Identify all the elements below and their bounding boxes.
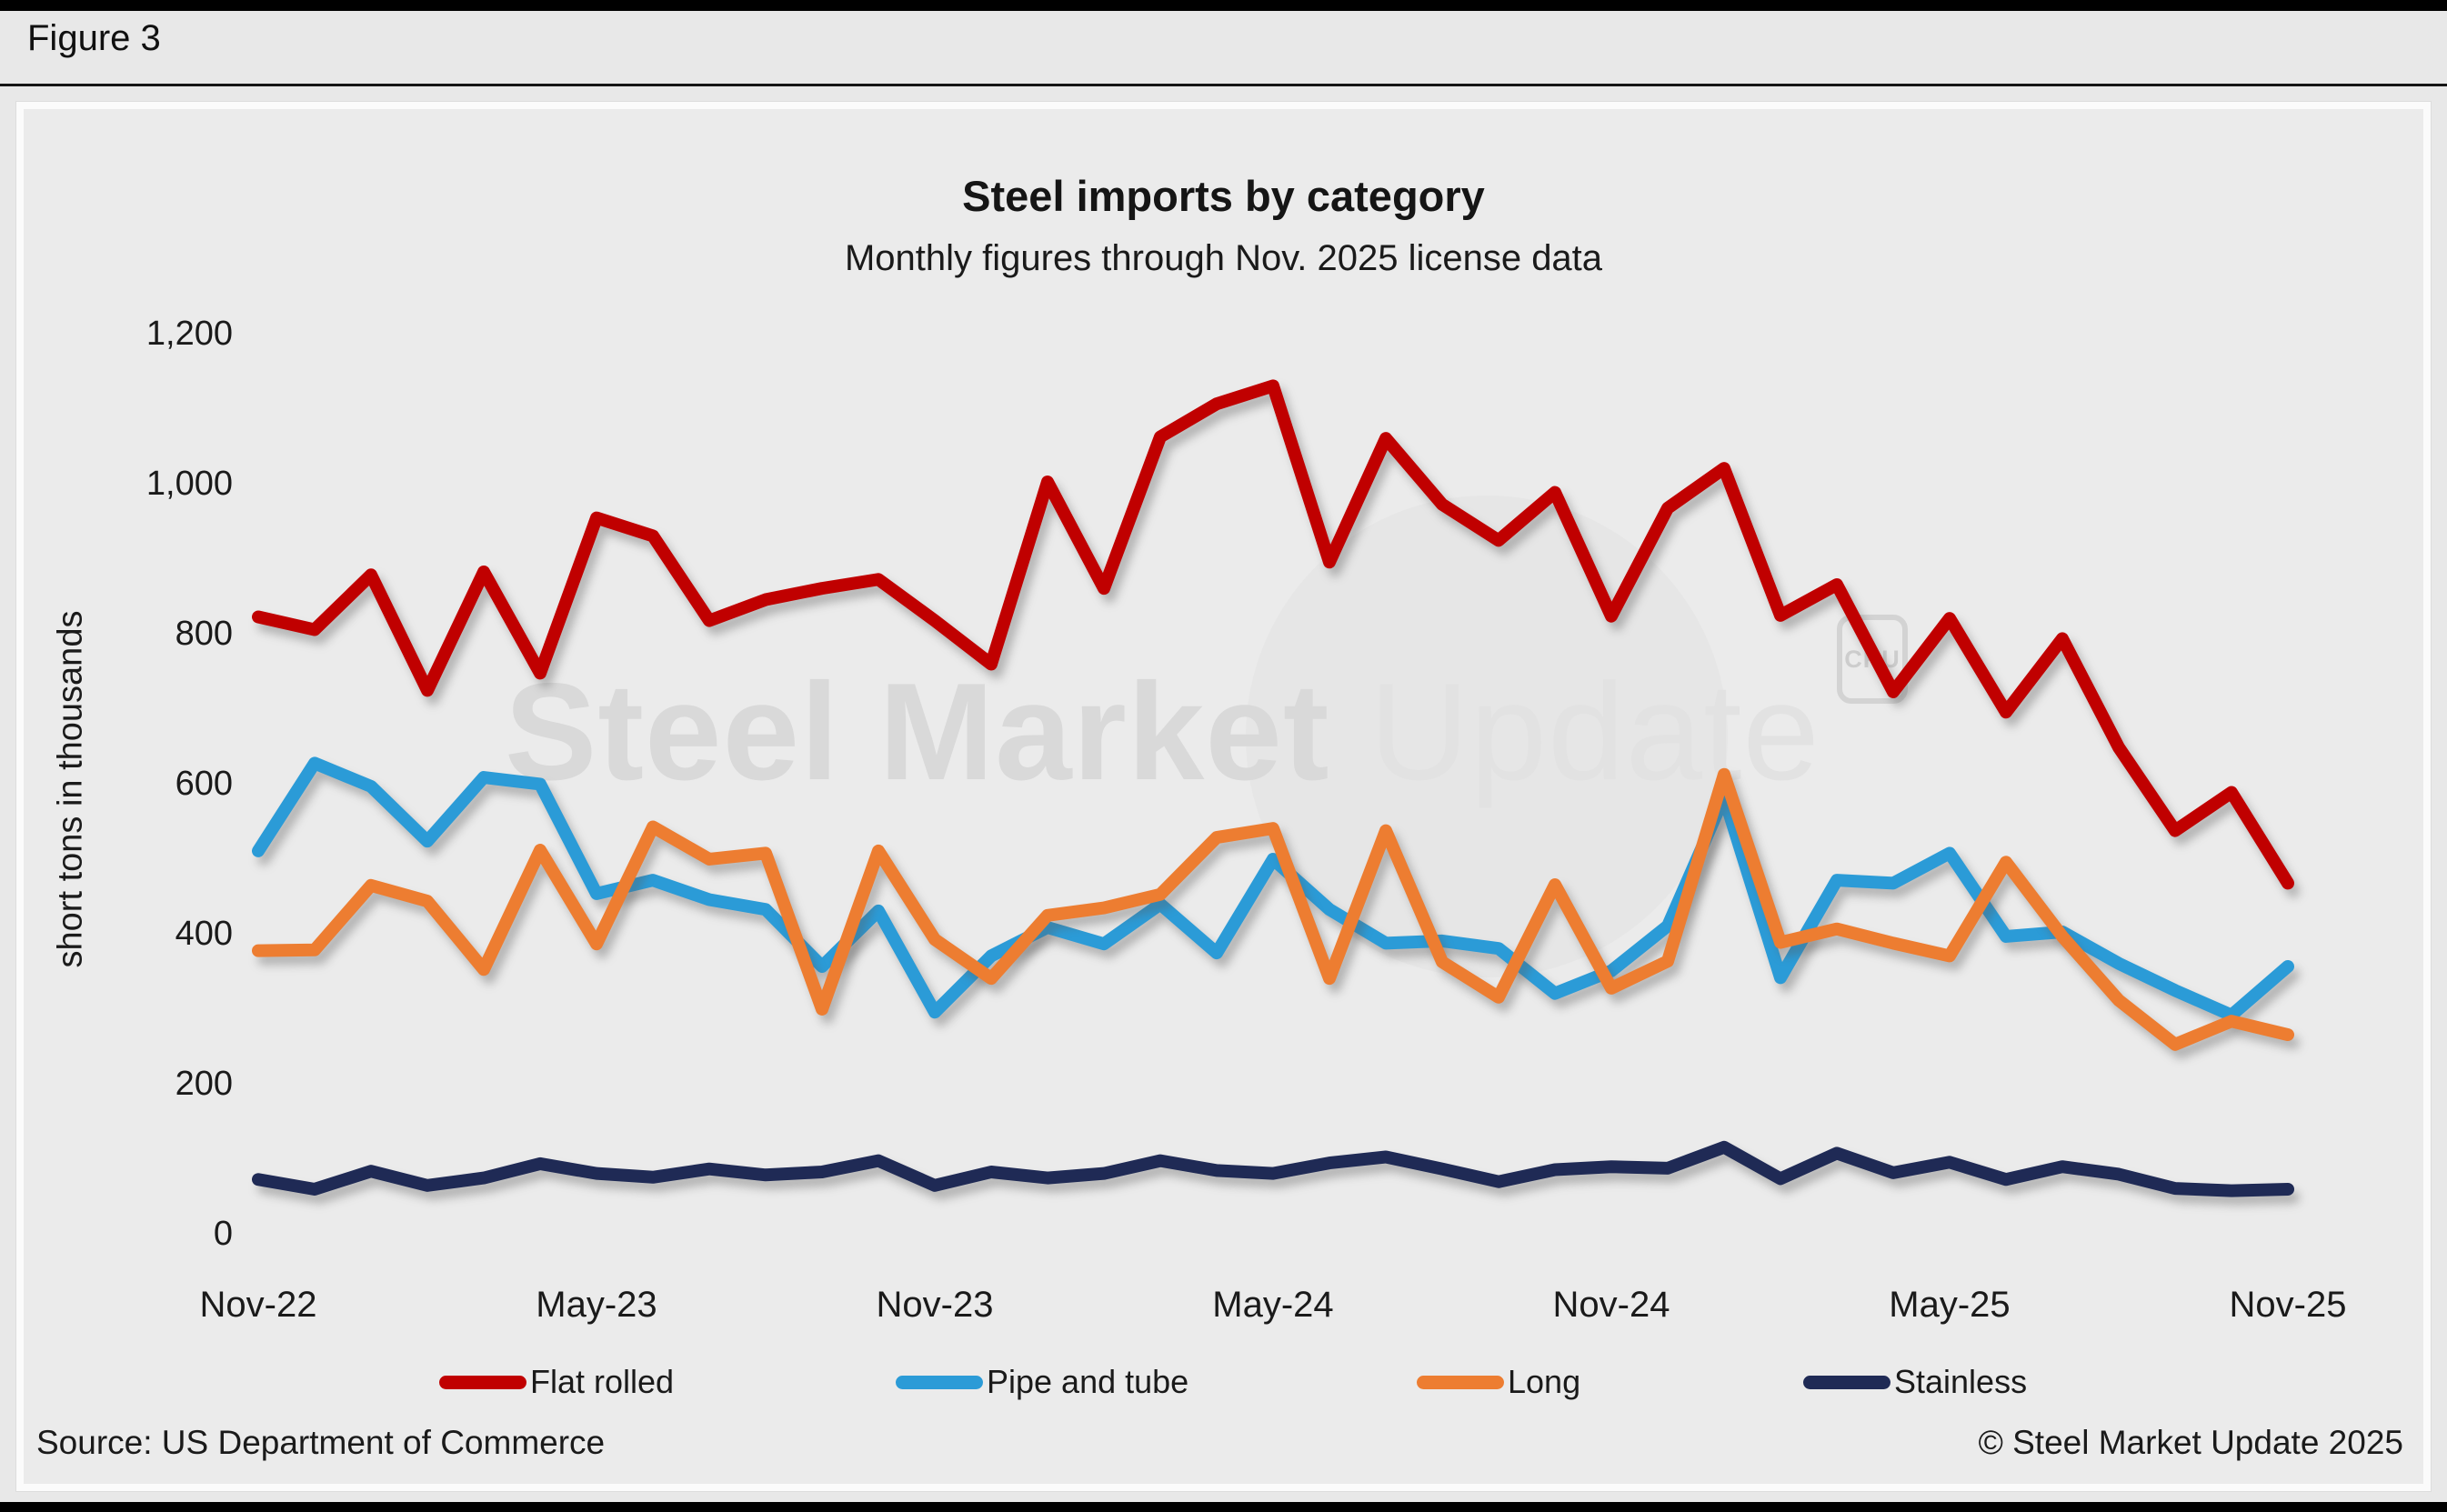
legend-swatch-icon	[1803, 1375, 1890, 1389]
x-axis-tick-label: May-23	[536, 1285, 657, 1325]
series-line-long	[252, 767, 2294, 1051]
legend-item-long: Long	[1417, 1360, 1580, 1404]
y-axis-tick-label: 200	[176, 1065, 233, 1103]
figure-label: Figure 3	[27, 18, 161, 58]
top-bar	[0, 0, 2447, 11]
x-axis-tick-label: Nov-22	[200, 1285, 317, 1325]
x-axis-tick-label: Nov-25	[2230, 1285, 2347, 1325]
x-axis-tick-label: May-25	[1889, 1285, 2010, 1325]
series-line-pipe-and-tube	[252, 756, 2294, 1022]
series-line-flat-rolled	[252, 379, 2294, 890]
watermark-circle	[1246, 496, 1728, 977]
bottom-bar	[0, 1502, 2447, 1512]
watermark: Steel Market Update	[505, 653, 1820, 812]
header-rule	[0, 84, 2447, 86]
y-axis-tick-label: 1,000	[146, 465, 233, 503]
legend-label: Long	[1508, 1363, 1581, 1400]
legend: Flat rolled Pipe and tube Long Stainless	[0, 1360, 2447, 1406]
y-axis-tick-label: 1,200	[146, 315, 233, 353]
legend-item-flat-rolled: Flat rolled	[439, 1360, 674, 1404]
legend-label: Stainless	[1894, 1363, 2028, 1400]
legend-item-stainless: Stainless	[1803, 1360, 2027, 1404]
watermark-bold-text: Steel Market	[505, 655, 1330, 809]
watermark-light-text: Update	[1329, 655, 1820, 809]
x-axis-tick-label: May-24	[1212, 1285, 1333, 1325]
x-axis-tick-label: Nov-24	[1553, 1285, 1670, 1325]
legend-swatch-icon	[896, 1375, 983, 1389]
legend-item-pipe-and-tube: Pipe and tube	[896, 1360, 1188, 1404]
legend-label: Pipe and tube	[987, 1363, 1189, 1400]
legend-swatch-icon	[439, 1375, 527, 1389]
chart-subtitle: Monthly figures through Nov. 2025 licens…	[844, 238, 1603, 278]
copyright-text: © Steel Market Update 2025	[1978, 1424, 2403, 1461]
y-axis-tick-label: 600	[176, 765, 233, 803]
chart-panel	[16, 102, 2431, 1491]
legend-swatch-icon	[1417, 1375, 1504, 1389]
y-axis-tick-label: 400	[176, 915, 233, 953]
series-line-stainless	[252, 1140, 2294, 1197]
y-axis-tick-label: 800	[176, 615, 233, 653]
legend-label: Flat rolled	[530, 1363, 675, 1400]
y-axis-tick-label: 0	[214, 1215, 233, 1253]
source-text: Source: US Department of Commerce	[36, 1424, 606, 1461]
chart-title: Steel imports by category	[962, 172, 1485, 220]
x-axis-tick-label: Nov-23	[877, 1285, 994, 1325]
